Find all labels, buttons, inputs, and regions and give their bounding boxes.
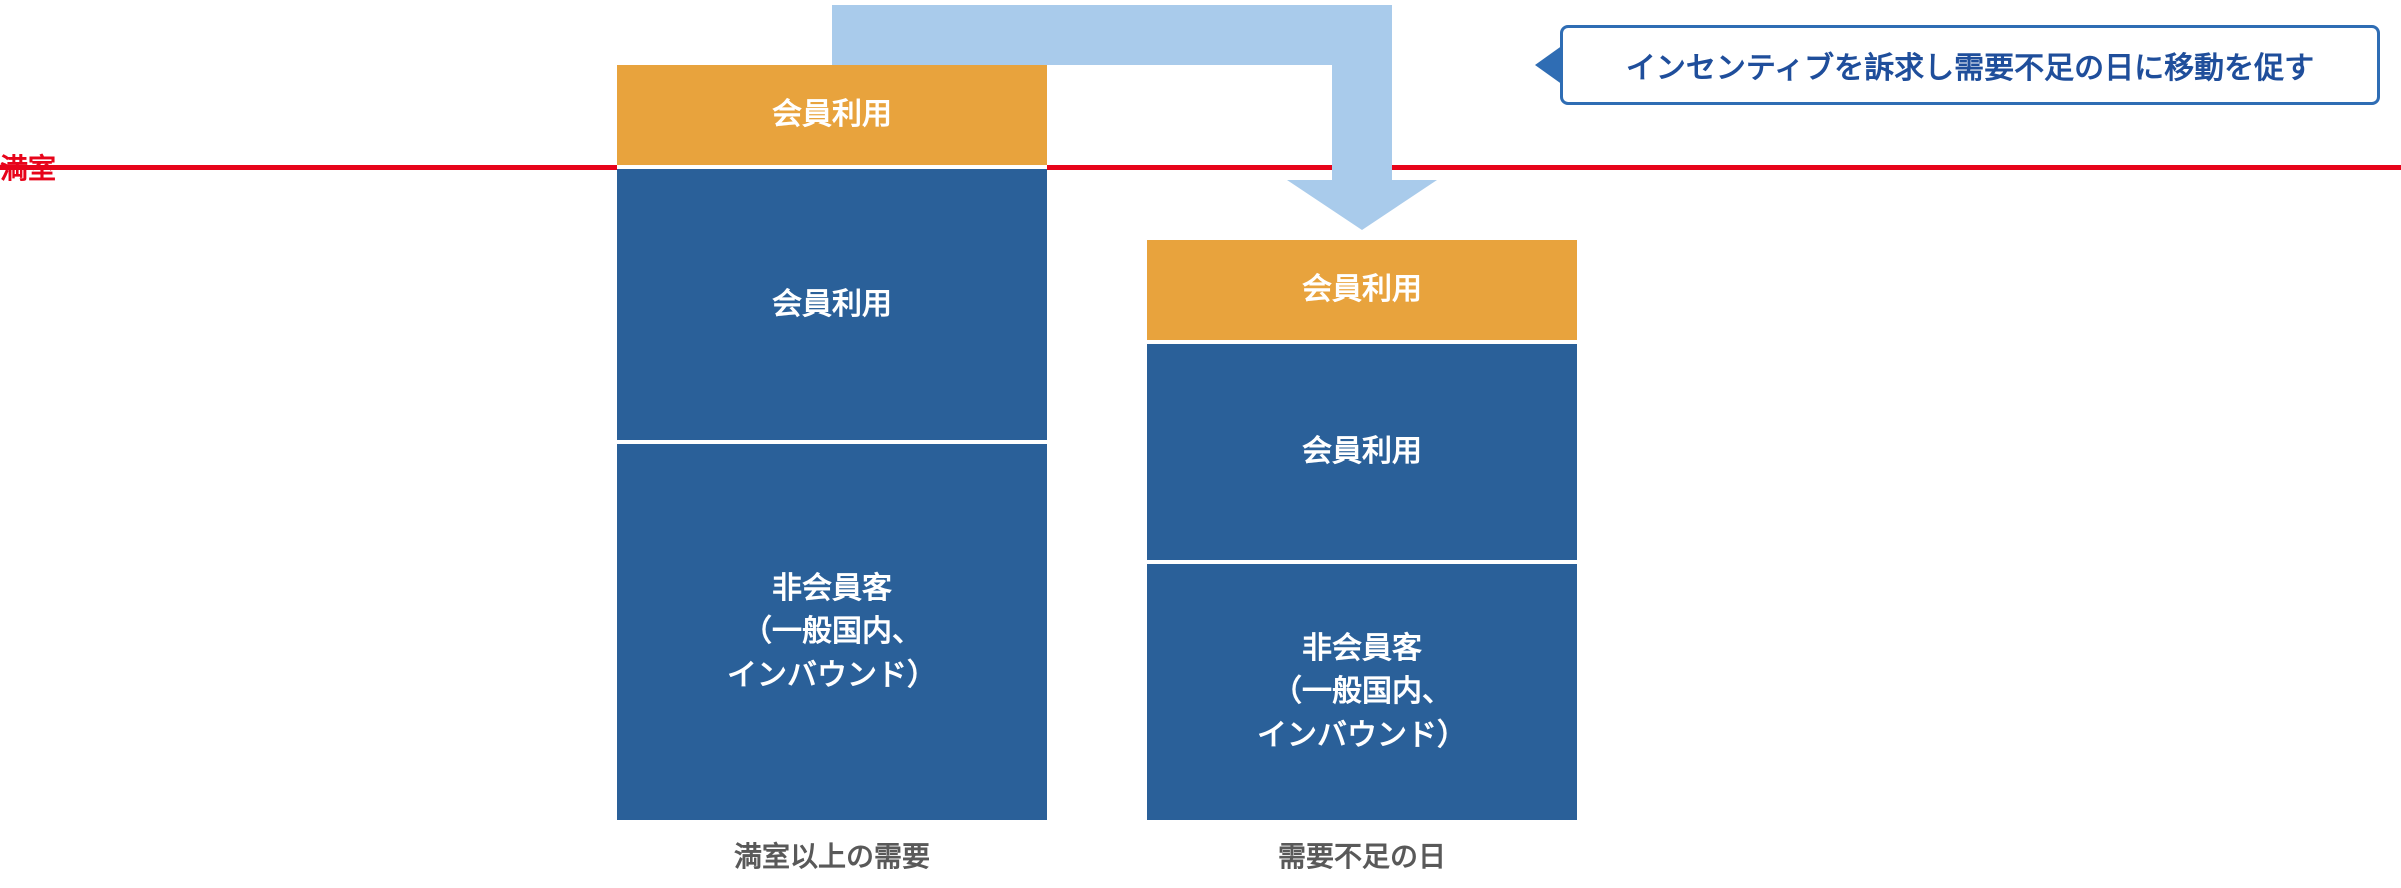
incentive-callout-pointer [1535,45,1563,85]
bar-left-xlabel: 満室以上の需要 [617,835,1047,875]
bar-right-seg-2: 会員利用 [1147,240,1577,340]
bar-right-seg-0: 非会員客 （一般国内、 インバウンド） [1147,560,1577,820]
bar-left-seg-0: 非会員客 （一般国内、 インバウンド） [617,440,1047,820]
full-capacity-line [0,165,2401,170]
bar-left-seg-1: 会員利用 [617,165,1047,440]
full-capacity-label: 満室 [0,147,80,187]
diagram-stage: 満室非会員客 （一般国内、 インバウンド）会員利用会員利用満室以上の需要非会員客… [0,0,2401,888]
bar-right-seg-1: 会員利用 [1147,340,1577,560]
bar-right-xlabel: 需要不足の日 [1147,835,1577,875]
incentive-callout: インセンティブを訴求し需要不足の日に移動を促す [1560,25,2380,105]
bar-left-seg-2: 会員利用 [617,65,1047,165]
